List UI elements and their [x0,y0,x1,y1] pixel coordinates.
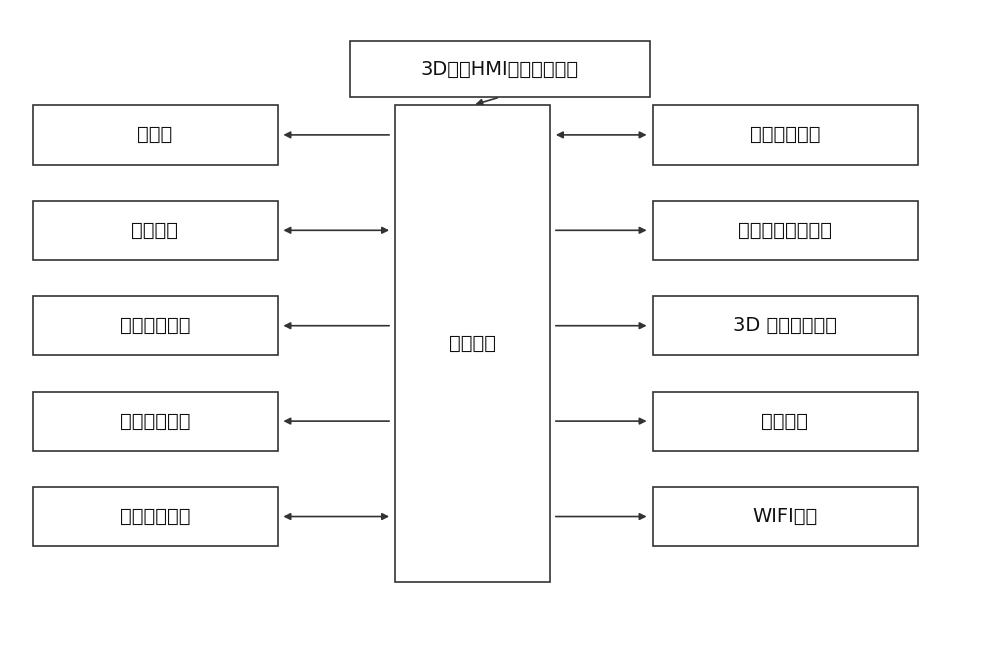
Text: 导航模块: 导航模块 [762,412,808,430]
Bar [653,105,918,164]
Bar [32,487,278,546]
Text: 语音处理模块: 语音处理模块 [750,126,820,144]
Bar [32,392,278,451]
Bar [653,487,918,546]
Text: 存储模块: 存储模块 [132,221,178,240]
Text: 网络操作模块: 网络操作模块 [120,316,190,335]
Text: 倒车影音模块: 倒车影音模块 [120,507,190,526]
Text: WIFI模块: WIFI模块 [752,507,818,526]
Bar [32,105,278,164]
Bar [653,201,918,260]
Bar [32,201,278,260]
Text: 3D手势HMI菜单切换模块: 3D手势HMI菜单切换模块 [421,60,579,78]
Bar [653,296,918,355]
Bar [32,296,278,355]
Bar [653,392,918,451]
Text: 显示屏: 显示屏 [137,126,173,144]
Text: 音频数据播放模块: 音频数据播放模块 [738,221,832,240]
Text: 车载电话模块: 车载电话模块 [120,412,190,430]
Text: 3D 视频播放模块: 3D 视频播放模块 [733,316,837,335]
Text: 处理模块: 处理模块 [449,334,496,353]
Bar [350,41,650,97]
Bar [395,105,550,582]
